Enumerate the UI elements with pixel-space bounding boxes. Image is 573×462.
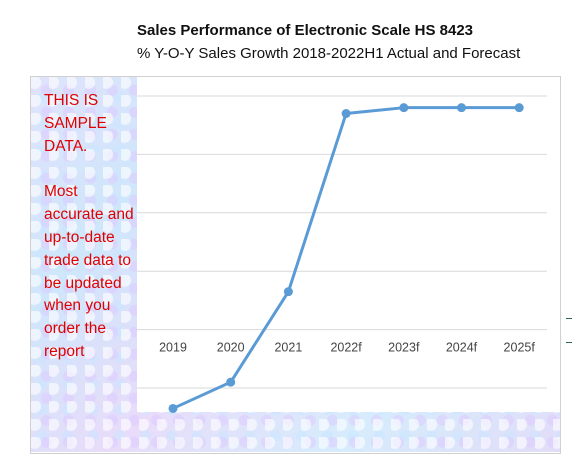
x-tick-label: 2025f (504, 341, 536, 355)
data-point (399, 103, 409, 113)
x-tick-label: 2023f (388, 341, 420, 355)
x-tick-label: 2024f (446, 341, 478, 355)
x-tick-label: 2021 (274, 341, 302, 355)
x-tick-label: 2020 (217, 341, 245, 355)
chart-title: Sales Performance of Electronic Scale HS… (137, 22, 473, 39)
axis-tick-mark (566, 342, 572, 343)
series-line (172, 106, 520, 410)
data-point (226, 377, 236, 387)
x-tick-label: 2022f (330, 341, 362, 355)
data-point (514, 103, 524, 113)
x-tick-label: 2019 (159, 341, 187, 355)
chart-frame (30, 76, 561, 454)
sample-notice-line2: Most accurate and up-to-date trade data … (44, 183, 134, 360)
plot-area (137, 77, 561, 412)
sample-notice-line1: THIS IS SAMPLE DATA. (44, 92, 107, 155)
series-layer (168, 103, 524, 413)
gridlines (137, 95, 547, 389)
data-point (168, 403, 178, 413)
data-point (341, 109, 351, 119)
data-point (283, 287, 293, 297)
chart-subtitle: % Y-O-Y Sales Growth 2018-2022H1 Actual … (137, 45, 521, 62)
data-point (457, 103, 466, 113)
axis-tick-mark (566, 318, 572, 319)
sample-data-notice: THIS IS SAMPLE DATA. Most accurate and u… (44, 90, 136, 364)
x-axis-tick-labels: 2019 2020 2021 2022f 2023f 2024f 2025f (159, 341, 535, 355)
